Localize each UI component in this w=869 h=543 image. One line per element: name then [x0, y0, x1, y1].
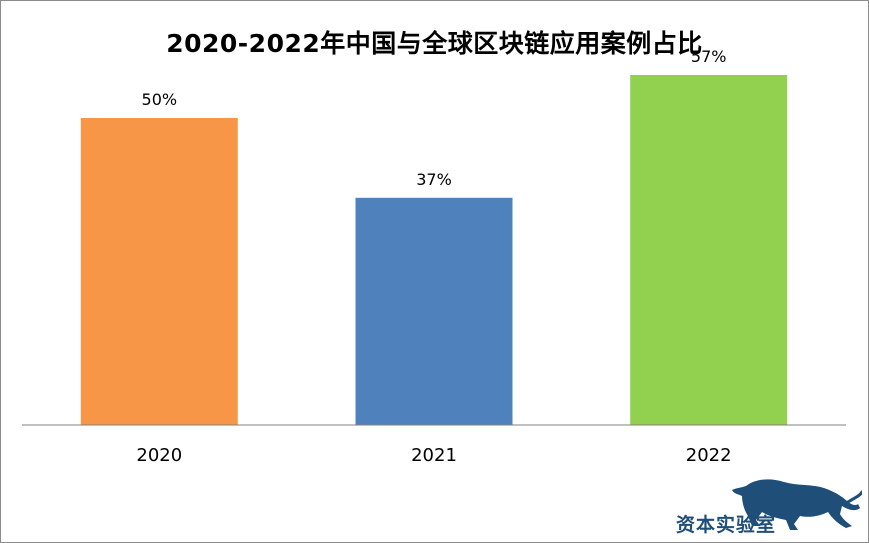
chart-title: 2020-2022年中国与全球区块链应用案例占比 — [166, 29, 703, 58]
watermark-text: 资本实验室 — [676, 514, 777, 536]
data-label-2021: 37% — [416, 170, 452, 189]
x-tick-label-2020: 2020 — [136, 445, 182, 466]
data-label-2020: 50% — [142, 90, 178, 109]
x-tick-label-2022: 2022 — [686, 445, 732, 466]
watermark-logo: 资本实验室 — [676, 472, 862, 536]
data-label-2022: 57% — [691, 47, 727, 66]
bar-2022 — [630, 75, 788, 425]
leopard-icon — [732, 479, 862, 530]
bar-2020 — [80, 118, 238, 425]
x-tick-label-2021: 2021 — [411, 445, 457, 466]
bar-2021 — [355, 197, 513, 425]
bars-layer — [80, 75, 788, 425]
labels-layer: 50% 2020 37% 2021 57% 2022 — [136, 47, 731, 466]
